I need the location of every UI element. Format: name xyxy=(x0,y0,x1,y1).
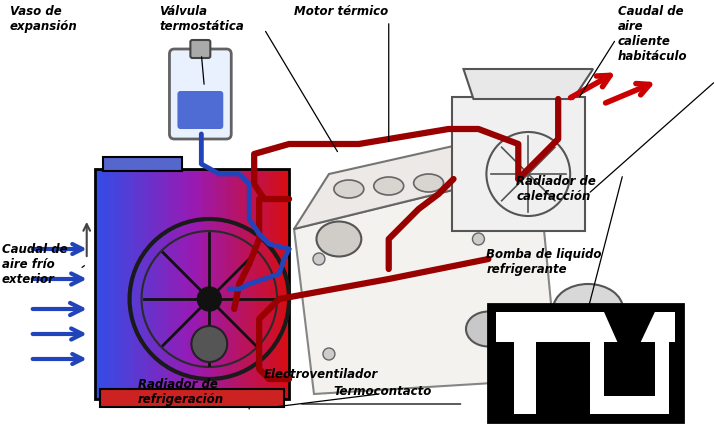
Bar xyxy=(536,342,552,414)
Bar xyxy=(212,170,216,399)
FancyBboxPatch shape xyxy=(190,41,210,59)
Ellipse shape xyxy=(334,181,364,198)
Bar xyxy=(119,170,124,399)
Bar xyxy=(226,170,231,399)
Text: Radiador de
refrigeración: Radiador de refrigeración xyxy=(137,377,224,405)
Bar xyxy=(655,312,669,414)
Bar xyxy=(153,170,158,399)
Polygon shape xyxy=(294,120,573,230)
Circle shape xyxy=(323,348,335,360)
Bar xyxy=(109,170,114,399)
Bar xyxy=(207,170,212,399)
Bar xyxy=(129,170,134,399)
Polygon shape xyxy=(294,170,558,394)
Circle shape xyxy=(192,326,227,362)
Bar xyxy=(275,170,280,399)
Bar xyxy=(265,170,270,399)
Bar xyxy=(143,170,148,399)
FancyBboxPatch shape xyxy=(169,50,231,140)
Polygon shape xyxy=(463,70,593,100)
Text: Caudal de
aire
caliente
habitáculo: Caudal de aire caliente habitáculo xyxy=(618,5,688,63)
Bar xyxy=(124,170,129,399)
Bar xyxy=(496,342,514,414)
Bar xyxy=(590,396,669,414)
Ellipse shape xyxy=(317,222,361,257)
Bar xyxy=(221,170,226,399)
Text: Radiador de
calefacción: Radiador de calefacción xyxy=(516,174,596,203)
Bar xyxy=(148,170,153,399)
Bar xyxy=(590,312,604,414)
Ellipse shape xyxy=(591,335,646,373)
Bar xyxy=(284,170,289,399)
Bar xyxy=(240,170,245,399)
Bar xyxy=(192,170,197,399)
Bar xyxy=(163,170,167,399)
Circle shape xyxy=(473,233,485,246)
Bar xyxy=(488,304,683,422)
Bar xyxy=(114,170,119,399)
Bar xyxy=(250,170,255,399)
Bar xyxy=(187,170,192,399)
Bar xyxy=(158,170,163,399)
Text: Caudal de
aire frío
exterior: Caudal de aire frío exterior xyxy=(2,243,68,285)
Bar xyxy=(245,170,250,399)
Bar xyxy=(182,170,187,399)
Ellipse shape xyxy=(466,312,511,347)
FancyBboxPatch shape xyxy=(452,98,585,231)
Bar xyxy=(139,170,143,399)
Ellipse shape xyxy=(453,171,483,190)
Ellipse shape xyxy=(414,174,443,193)
Bar xyxy=(177,170,182,399)
Bar xyxy=(104,170,109,399)
Bar xyxy=(99,389,284,407)
Ellipse shape xyxy=(374,178,404,196)
Bar xyxy=(172,170,177,399)
Bar xyxy=(280,170,284,399)
Text: Motor térmico: Motor térmico xyxy=(294,5,388,18)
Bar xyxy=(216,170,221,399)
Bar xyxy=(167,170,172,399)
Bar xyxy=(514,312,536,414)
Bar xyxy=(94,170,289,399)
Bar xyxy=(197,170,202,399)
Circle shape xyxy=(313,253,325,265)
Text: Termocontacto: Termocontacto xyxy=(334,384,433,397)
Circle shape xyxy=(493,333,504,345)
Circle shape xyxy=(197,287,221,311)
Bar xyxy=(260,170,265,399)
Text: Válvula
termostática: Válvula termostática xyxy=(159,5,245,33)
Bar xyxy=(496,312,675,342)
Text: Electroventilador: Electroventilador xyxy=(264,367,378,380)
Text: Vaso de
expansión: Vaso de expansión xyxy=(10,5,78,33)
Bar xyxy=(231,170,236,399)
Bar xyxy=(103,158,182,171)
Bar xyxy=(94,170,99,399)
Bar xyxy=(255,170,260,399)
FancyBboxPatch shape xyxy=(177,92,223,130)
Ellipse shape xyxy=(553,344,623,394)
Ellipse shape xyxy=(553,284,623,334)
Bar xyxy=(99,170,104,399)
Bar xyxy=(553,309,623,369)
Bar xyxy=(270,170,275,399)
Text: Bomba de liquido
refrigerante: Bomba de liquido refrigerante xyxy=(486,247,602,275)
Polygon shape xyxy=(604,312,655,350)
Bar xyxy=(202,170,207,399)
Bar xyxy=(236,170,240,399)
Bar xyxy=(134,170,139,399)
